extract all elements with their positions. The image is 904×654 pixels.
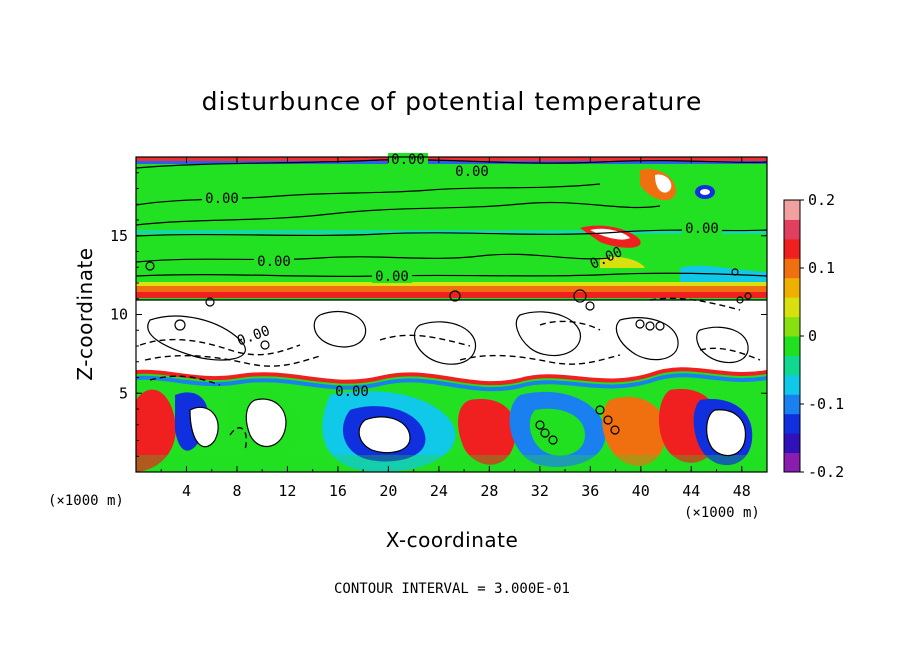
colorbar-swatch (784, 297, 800, 318)
y-tick-label: 5 (119, 384, 128, 402)
x-tick-label: 40 (632, 482, 650, 500)
x-tick-label: 8 (232, 482, 241, 500)
x-tick-label: 36 (581, 482, 599, 500)
contour-label: 0.00 (685, 221, 719, 237)
field-band-yellow (136, 282, 767, 286)
turbulent-layer (136, 300, 767, 392)
colorbar-swatch (784, 258, 800, 279)
colorbar-swatch (784, 238, 800, 259)
colorbar-swatch (784, 394, 800, 415)
colorbar-tick-label: -0.1 (808, 395, 844, 413)
x-unit-right: (×1000 m) (684, 505, 760, 521)
contour-label: 0.00 (375, 269, 409, 285)
x-tick-label: 44 (682, 482, 700, 500)
colorbar-swatch (784, 374, 800, 395)
y-tick-label: 10 (110, 306, 128, 324)
x-tick-label: 28 (480, 482, 498, 500)
colorbar-swatch (784, 316, 800, 337)
colorbar-swatch (784, 452, 800, 473)
colorbar-swatch (784, 277, 800, 298)
plot-field (136, 157, 767, 472)
colorbar: 0.2 0.1 0 -0.1 -0.2 (783, 191, 844, 481)
colorbar-swatch (784, 355, 800, 376)
colorbar-tick-label: 0.1 (808, 259, 835, 277)
x-tick-label: 4 (182, 482, 191, 500)
dashed-contour-lines (139, 297, 761, 451)
x-axis-title: X-coordinate (386, 528, 519, 552)
field-band-red (136, 292, 767, 298)
contour-label: 0.00 (205, 191, 239, 207)
colorbar-tick-label: 0.2 (808, 191, 835, 209)
colorbar-swatch (784, 219, 800, 240)
y-axis-title: Z-coordinate (73, 247, 97, 380)
contour-label: 0.00 (455, 164, 489, 180)
x-tick-label: 48 (733, 482, 751, 500)
chart-title: disturbunce of potential temperature (202, 87, 703, 116)
contour-label: 0.00 (391, 152, 425, 168)
colorbar-swatch (784, 413, 800, 434)
field-top-blue (136, 161, 767, 164)
field-top-red (136, 157, 767, 161)
contour-circles (145, 261, 752, 445)
x-tick-label: 16 (329, 482, 347, 500)
contour-label: 0.00 (257, 254, 291, 270)
x-unit-left: (×1000 m) (48, 493, 124, 509)
contour-interval-note: CONTOUR INTERVAL = 3.000E-01 (334, 581, 570, 597)
x-tick-label: 32 (531, 482, 549, 500)
x-tick-label: 24 (430, 482, 448, 500)
contour-label: 0.00 (335, 384, 369, 400)
colorbar-swatch (784, 336, 800, 356)
field-cyan-band (136, 230, 767, 234)
colorbar-tick-label: 0 (808, 327, 817, 345)
field-band-orange (136, 286, 767, 292)
y-tick-label: 15 (110, 227, 128, 245)
colorbar-swatch (784, 433, 800, 454)
lower-structures (136, 387, 767, 472)
colorbar-tick-label: -0.2 (808, 463, 844, 481)
colorbar-swatch (784, 200, 800, 220)
x-tick-label: 12 (278, 482, 296, 500)
x-tick-label: 20 (379, 482, 397, 500)
field-upper (136, 157, 767, 292)
